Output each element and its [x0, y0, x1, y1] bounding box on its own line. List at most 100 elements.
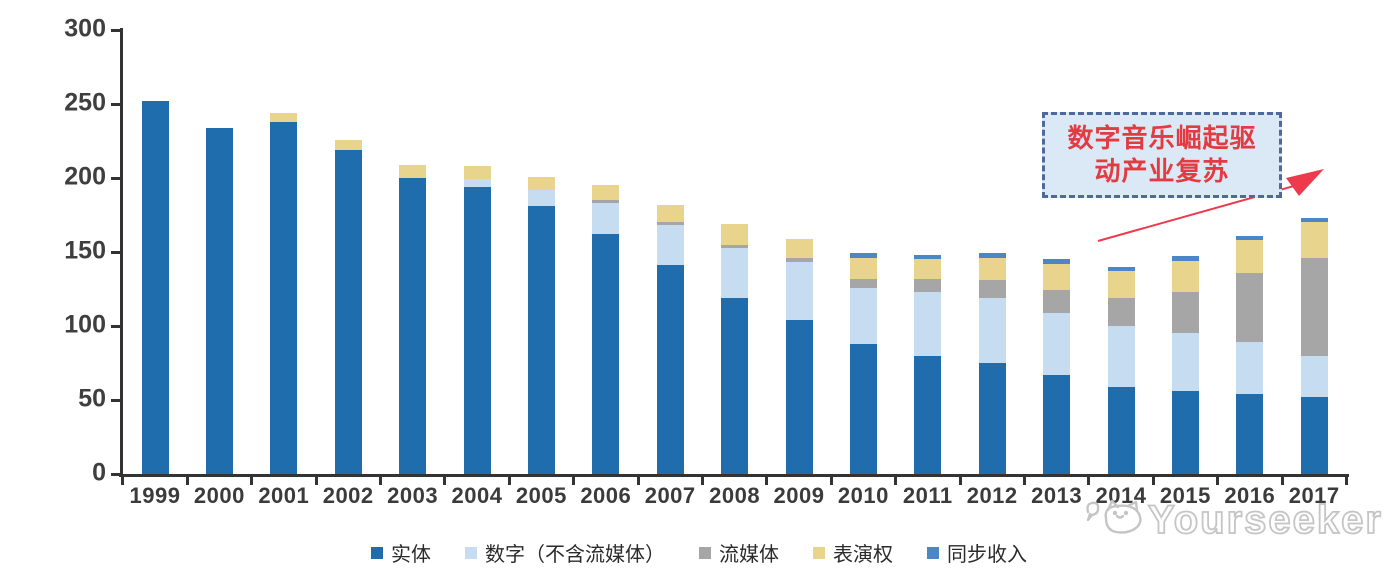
x-axis-tick	[1344, 477, 1348, 485]
x-axis-tick	[443, 477, 447, 485]
bar-2003-segment-physical	[399, 178, 427, 474]
bar-2009-segment-physical	[785, 320, 813, 474]
x-axis-label-2007: 2007	[644, 483, 696, 508]
x-axis-tick	[1280, 477, 1284, 485]
bar-2011	[914, 0, 942, 474]
bar-2001	[270, 0, 298, 474]
y-axis-label-300: 300	[64, 14, 106, 43]
bar-2017	[1300, 0, 1328, 474]
bar-2015-segment-sync	[1171, 256, 1199, 261]
bar-2010-segment-sync	[849, 253, 877, 258]
watermark: Yourseeker	[1084, 494, 1383, 546]
bar-2006	[592, 0, 620, 474]
bar-2007-segment-physical	[656, 265, 684, 474]
bar-2008-segment-physical	[721, 297, 749, 474]
bar-2012-segment-digital	[978, 297, 1006, 363]
legend-swatch-streaming	[699, 546, 711, 559]
x-axis-tick	[829, 477, 833, 485]
bar-2015-segment-digital	[1171, 333, 1199, 392]
legend: 实体 数字（不含流媒体） 流媒体 表演权 同步收入	[0, 538, 1398, 567]
bar-2004-segment-physical	[463, 186, 491, 474]
x-axis-tick	[121, 477, 125, 485]
y-axis-label-50: 50	[78, 384, 106, 413]
y-axis-label-150: 150	[64, 236, 106, 265]
bar-2013-segment-performance	[1043, 263, 1071, 291]
x-axis-tick	[894, 477, 898, 485]
bar-2012-segment-streaming	[978, 280, 1006, 298]
bar-2014-segment-performance	[1107, 271, 1135, 298]
y-axis-tick	[111, 251, 121, 254]
bar-2000-segment-physical	[205, 127, 233, 474]
bar-2004	[463, 0, 491, 474]
x-axis-label-2002: 2002	[322, 483, 374, 508]
x-axis-label-2005: 2005	[515, 483, 567, 508]
bar-2007-segment-digital	[656, 225, 684, 266]
y-axis-tick	[111, 399, 121, 402]
bar-2001-segment-performance	[270, 112, 298, 122]
bar-2002	[334, 0, 362, 474]
x-axis-label-1999: 1999	[129, 483, 181, 508]
bar-2016-segment-streaming	[1236, 272, 1264, 343]
bar-2014-segment-streaming	[1107, 297, 1135, 326]
bar-2007	[656, 0, 684, 474]
y-axis-label-100: 100	[64, 310, 106, 339]
bar-2011-segment-streaming	[914, 278, 942, 292]
bar-1999-segment-physical	[141, 101, 169, 474]
bar-2004-segment-performance	[463, 166, 491, 180]
bar-2012-segment-performance	[978, 257, 1006, 281]
x-axis-label-2009: 2009	[773, 483, 825, 508]
bar-2005-segment-performance	[527, 176, 555, 190]
x-axis-tick	[314, 477, 318, 485]
x-axis-label-2014: 2014	[1095, 483, 1147, 508]
watermark-text: Yourseeker	[1147, 497, 1383, 543]
x-axis-label-2017: 2017	[1288, 483, 1340, 508]
bar-2015-segment-performance	[1171, 260, 1199, 292]
y-axis	[120, 28, 123, 477]
legend-swatch-physical	[371, 546, 383, 559]
x-axis-tick	[572, 477, 576, 485]
bar-2009-segment-streaming	[785, 257, 813, 263]
y-axis-tick	[111, 103, 121, 106]
bar-2009-segment-performance	[785, 238, 813, 258]
bar-2002-segment-physical	[334, 149, 362, 474]
bar-2016-segment-digital	[1236, 342, 1264, 395]
bar-2003-segment-performance	[399, 164, 427, 178]
bar-2009	[785, 0, 813, 474]
y-axis-tick	[111, 177, 121, 180]
bar-2001-segment-physical	[270, 121, 298, 474]
x-axis-label-2004: 2004	[451, 483, 503, 508]
legend-label-sync: 同步收入	[947, 544, 1027, 566]
bar-2013-segment-sync	[1043, 259, 1071, 264]
bar-2017-segment-performance	[1300, 222, 1328, 258]
legend-swatch-performance	[813, 546, 825, 559]
x-axis-tick	[958, 477, 962, 485]
legend-item-performance: 表演权	[813, 538, 893, 567]
bar-2010-segment-performance	[849, 257, 877, 279]
bar-2011-segment-digital	[914, 291, 942, 356]
bar-2017-segment-streaming	[1300, 257, 1328, 356]
bar-2006-segment-digital	[592, 203, 620, 235]
x-axis-label-2015: 2015	[1159, 483, 1211, 508]
y-axis-label-200: 200	[64, 162, 106, 191]
y-axis-label-250: 250	[64, 88, 106, 117]
x-axis-tick	[378, 477, 382, 485]
bar-1999	[141, 0, 169, 474]
bar-2014	[1107, 0, 1135, 474]
x-axis-tick	[1216, 477, 1220, 485]
legend-item-physical: 实体	[371, 538, 431, 567]
x-axis-label-2013: 2013	[1031, 483, 1083, 508]
legend-label-physical: 实体	[391, 544, 431, 566]
bar-2002-segment-performance	[334, 139, 362, 150]
x-axis-label-2003: 2003	[387, 483, 439, 508]
bar-2010	[849, 0, 877, 474]
annotation-callout: 数字音乐崛起驱 动产业复苏	[1042, 112, 1282, 198]
bar-2008	[721, 0, 749, 474]
bar-2014-segment-physical	[1107, 386, 1135, 474]
y-axis-label-0: 0	[92, 458, 106, 487]
legend-item-digital: 数字（不含流媒体）	[465, 538, 665, 567]
bar-2004-segment-digital	[463, 179, 491, 187]
bar-2012-segment-physical	[978, 363, 1006, 474]
bar-2010-segment-physical	[849, 343, 877, 474]
legend-item-streaming: 流媒体	[699, 538, 779, 567]
